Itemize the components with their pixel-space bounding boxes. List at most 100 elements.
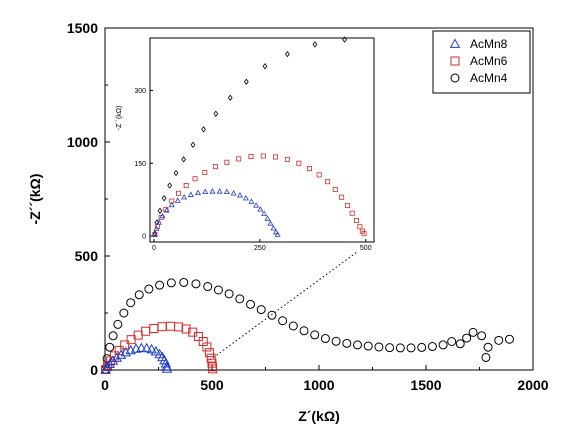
main-data-marks — [100, 277, 514, 375]
data-point-acmn8 — [111, 352, 123, 362]
inset-data-point-acmn6 — [236, 156, 242, 162]
inset-data-point-acmn6 — [284, 156, 290, 162]
data-point-acmn4 — [438, 340, 448, 350]
data-point-acmn4 — [331, 336, 341, 346]
data-point-acmn4 — [134, 290, 144, 300]
data-point-acmn4 — [288, 321, 298, 331]
data-point-acmn8 — [136, 342, 147, 353]
data-point-acmn8 — [150, 345, 162, 356]
inset-data-point-acmn6 — [212, 164, 218, 170]
inset-data-point-acmn6 — [345, 202, 351, 208]
data-point-acmn4 — [278, 316, 288, 326]
inset-data-point-acmn4 — [201, 126, 206, 133]
data-point-acmn4 — [256, 305, 266, 315]
data-point-acmn6 — [202, 342, 212, 352]
data-point-acmn8 — [161, 361, 172, 371]
inset-x-tick-label: 500 — [360, 245, 372, 252]
inset-data-point-acmn8 — [253, 202, 260, 208]
inset-data-point-acmn6 — [224, 159, 230, 165]
data-point-acmn4 — [363, 341, 373, 351]
inset-data-point-acmn8 — [267, 220, 274, 226]
inset-data-point-acmn8 — [248, 198, 255, 204]
data-point-acmn6 — [141, 326, 151, 336]
inset-data-point-acmn8 — [236, 192, 243, 198]
inset-data-point-acmn4 — [227, 94, 233, 101]
legend-label-acmn6: AcMn6 — [470, 54, 508, 68]
inset-data-point-acmn8 — [163, 207, 170, 213]
data-point-acmn4 — [494, 335, 504, 345]
data-point-acmn4 — [203, 282, 213, 292]
main-x-tick-label: 1000 — [303, 377, 334, 393]
inset-y-tick-label: 0 — [142, 234, 146, 241]
inset-data-point-acmn8 — [242, 194, 249, 201]
data-point-acmn4 — [342, 338, 352, 348]
inset-data-point-acmn6 — [273, 154, 279, 160]
inset-data-point-acmn6 — [163, 206, 169, 212]
data-point-acmn4 — [299, 326, 309, 336]
inset-data-point-acmn8 — [156, 219, 163, 225]
inset-data-point-acmn6 — [183, 183, 189, 189]
main-y-axis-label: -Z´´(kΩ) — [27, 174, 43, 225]
inset-data-point-acmn8 — [257, 206, 264, 212]
data-point-acmn8 — [146, 343, 157, 354]
inset-data-point-acmn4 — [262, 63, 268, 70]
data-point-acmn4 — [462, 333, 472, 343]
data-point-acmn4 — [406, 343, 416, 353]
inset-data-point-acmn4 — [173, 169, 179, 177]
inset-data-point-acmn8 — [168, 201, 175, 208]
data-point-acmn4 — [468, 327, 478, 337]
inset-data-point-acmn8 — [261, 210, 268, 216]
legend-label-acmn8: AcMn8 — [470, 37, 508, 51]
data-point-acmn4 — [267, 310, 277, 320]
data-point-acmn4 — [477, 331, 487, 341]
inset-y-tick-label: 300 — [134, 88, 146, 95]
data-point-acmn4 — [155, 280, 165, 290]
legend-box — [432, 30, 531, 94]
inset-data-point-acmn4 — [167, 182, 173, 189]
inset-data-point-acmn8 — [187, 191, 194, 197]
data-point-acmn6 — [181, 324, 191, 334]
inset-data-point-acmn6 — [361, 231, 367, 237]
inset-y-axis-label: -Z´´(kΩ) — [116, 106, 123, 131]
data-point-acmn4 — [235, 294, 245, 304]
inset-data-point-acmn6 — [353, 217, 359, 223]
data-point-acmn8 — [115, 349, 127, 359]
inset-data-point-acmn8 — [151, 231, 158, 237]
main-y-tick-label: 1500 — [67, 20, 98, 36]
inset-y-tick-label: 150 — [134, 161, 146, 168]
data-point-acmn4 — [108, 331, 118, 341]
inset-pointer-line — [209, 251, 358, 361]
data-point-acmn8 — [161, 363, 173, 373]
inset-data-point-acmn6 — [349, 210, 355, 216]
inset-axis-tick-labels: 0 250 500 0 150 300 — [134, 88, 371, 252]
legend-marker-acmn6 — [450, 56, 460, 66]
main-axis-ticks — [104, 27, 534, 371]
inset-data-point-acmn8 — [274, 231, 281, 237]
data-point-acmn4 — [246, 299, 256, 309]
inset-data-point-acmn8 — [230, 190, 237, 196]
inset-data-point-acmn6 — [260, 153, 266, 159]
data-point-acmn4 — [119, 308, 129, 318]
inset-data-point-acmn6 — [296, 160, 302, 166]
main-x-tick-label: 2000 — [517, 377, 548, 393]
inset-data-point-acmn4 — [157, 207, 163, 214]
inset-data-point-acmn6 — [192, 176, 198, 182]
inset-data-point-acmn4 — [243, 78, 249, 85]
inset-data-point-acmn6 — [176, 190, 182, 196]
main-x-tick-label: 500 — [200, 377, 224, 393]
main-y-tick-label: 0 — [90, 362, 98, 378]
inset-data-point-acmn4 — [190, 141, 196, 149]
data-point-acmn4 — [166, 278, 176, 288]
data-point-acmn4 — [224, 289, 234, 299]
main-y-tick-label: 1000 — [67, 134, 98, 150]
inset-data-point-acmn4 — [161, 194, 167, 202]
data-point-acmn4 — [144, 284, 154, 294]
data-point-acmn4 — [213, 285, 223, 295]
data-point-acmn6 — [165, 321, 175, 331]
inset-data-point-acmn4 — [342, 36, 347, 43]
inset-data-point-acmn8 — [264, 215, 271, 221]
inset-x-tick-label: 250 — [254, 245, 266, 252]
inset-data-point-acmn4 — [181, 156, 187, 163]
data-point-acmn4 — [447, 337, 457, 346]
inset-data-point-acmn6 — [357, 224, 363, 230]
